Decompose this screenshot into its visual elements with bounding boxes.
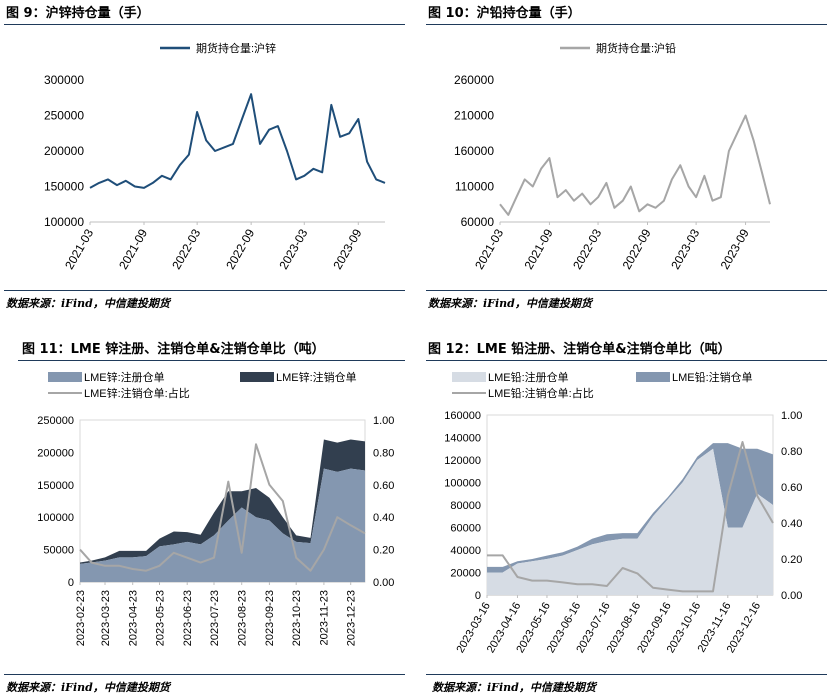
fig10-ytick-label: 260000 bbox=[454, 73, 494, 87]
fig12-ytick-label: 120000 bbox=[444, 455, 481, 467]
fig11-legend-swatch-cancel bbox=[240, 372, 274, 382]
fig9-ytick-label: 250000 bbox=[44, 109, 84, 123]
fig10-source: 数据来源：iFind，中信建投期货 bbox=[428, 297, 592, 310]
fig9-ytick-label: 150000 bbox=[44, 180, 84, 194]
fig12-legend-label: LME铅:注册仓单 bbox=[488, 370, 569, 384]
fig11-legend-swatch-registered bbox=[48, 372, 82, 382]
fig11-xtick-label: 2023-07-23 bbox=[209, 590, 221, 646]
fig11-xtick-label: 2023-03-23 bbox=[100, 590, 112, 646]
fig9-series-line bbox=[89, 93, 386, 189]
fig12-y2tick-label: 0.40 bbox=[781, 518, 802, 530]
fig11-xtick-label: 2023-08-23 bbox=[237, 590, 249, 646]
fig12-title-rule bbox=[426, 360, 827, 361]
fig11-legend-label: LME锌:注销仓单 bbox=[276, 370, 357, 384]
fig11-source: 数据来源：iFind，中信建投期货 bbox=[6, 681, 170, 694]
fig10-series-line bbox=[499, 114, 771, 216]
fig11-title-rule bbox=[18, 360, 405, 361]
fig11-ratio-line bbox=[79, 443, 366, 572]
fig11-area-cancel bbox=[80, 439, 365, 564]
fig10-title-rule bbox=[426, 24, 827, 25]
fig12-ytick-label: 20000 bbox=[450, 568, 481, 580]
fig12-area-registered bbox=[487, 448, 773, 595]
fig11-legend-label: LME锌:注册仓单 bbox=[84, 370, 165, 384]
fig9-title-rule bbox=[4, 24, 405, 25]
fig11-title: 图 11：LME 锌注册、注销仓单&注销仓单比（吨） bbox=[22, 342, 325, 357]
fig9-ytick-label: 300000 bbox=[44, 73, 84, 87]
fig11-ytick-label: 150000 bbox=[37, 480, 74, 492]
fig12-y2tick-label: 0.80 bbox=[781, 446, 802, 458]
fig12-ytick-label: 140000 bbox=[444, 433, 481, 445]
fig11-xtick-label: 2023-04-23 bbox=[128, 590, 140, 646]
fig12-legend-swatch-registered bbox=[452, 372, 486, 382]
fig11-xtick-label: 2023-10-23 bbox=[291, 590, 303, 646]
fig12-ytick-label: 60000 bbox=[450, 523, 481, 535]
fig11-xtick-label: 2023-06-23 bbox=[182, 590, 194, 646]
fig11-ytick-label: 200000 bbox=[37, 447, 74, 459]
fig11-y2tick-label: 0.20 bbox=[373, 545, 394, 557]
fig11-xtick-label: 2023-05-23 bbox=[154, 590, 166, 646]
fig11-y2tick-label: 0.80 bbox=[373, 447, 394, 459]
fig10-ytick-label: 60000 bbox=[461, 215, 495, 229]
fig10-title: 图 10：沪铅持仓量（手） bbox=[428, 6, 581, 21]
fig12-source-rule bbox=[426, 674, 827, 675]
fig9-source-rule bbox=[4, 290, 405, 291]
fig11-ytick-label: 250000 bbox=[37, 415, 74, 427]
fig12-y2tick-label: 0.20 bbox=[781, 554, 802, 566]
fig11-xtick-label: 2023-09-23 bbox=[264, 590, 276, 646]
fig12-ytick-label: 160000 bbox=[444, 410, 481, 422]
fig11-ytick-label: 50000 bbox=[43, 545, 74, 557]
fig9-ytick-label: 200000 bbox=[44, 144, 84, 158]
fig11-y2tick-label: 0.00 bbox=[373, 577, 394, 589]
fig11-y2tick-label: 0.60 bbox=[373, 480, 394, 492]
fig12-y2tick-label: 0.00 bbox=[781, 590, 802, 602]
fig12-source: 数据来源：iFind，中信建投期货 bbox=[432, 681, 596, 694]
fig12-ytick-label: 80000 bbox=[450, 500, 481, 512]
fig11-xtick-label: 2023-11-23 bbox=[319, 590, 331, 645]
fig10-ytick-label: 160000 bbox=[454, 144, 494, 158]
fig11-legend-label: LME锌:注销仓单:占比 bbox=[84, 386, 190, 400]
fig12-ratio-line bbox=[487, 441, 774, 593]
fig11-xtick-label: 2023-02-23 bbox=[75, 590, 87, 646]
fig9-legend-label: 期货持仓量:沪锌 bbox=[196, 41, 276, 55]
fig12-y2tick-label: 1.00 bbox=[781, 410, 802, 422]
fig12-title: 图 12：LME 铅注册、注销仓单&注销仓单比（吨） bbox=[428, 342, 731, 357]
fig11-y2tick-label: 0.40 bbox=[373, 512, 394, 524]
fig10-source-rule bbox=[426, 290, 827, 291]
fig12-legend-swatch-cancel bbox=[636, 372, 670, 382]
fig11-ytick-label: 100000 bbox=[37, 512, 74, 524]
fig11-source-rule bbox=[4, 674, 405, 675]
fig12-legend-label: LME铅:注销仓单 bbox=[672, 370, 753, 384]
fig10-ytick-label: 210000 bbox=[454, 109, 494, 123]
fig12-legend-label: LME铅:注销仓单:占比 bbox=[488, 386, 594, 400]
fig12-ytick-label: 0 bbox=[475, 590, 481, 602]
fig11-area-registered bbox=[80, 468, 365, 582]
fig11-xtick-label: 2023-12-23 bbox=[346, 590, 358, 646]
fig9-ytick-label: 100000 bbox=[44, 215, 84, 229]
fig9-title: 图 9：沪锌持仓量（手） bbox=[6, 6, 150, 21]
fig12-ytick-label: 100000 bbox=[444, 478, 481, 490]
fig9-source: 数据来源：iFind，中信建投期货 bbox=[6, 297, 170, 310]
fig11-y2tick-label: 1.00 bbox=[373, 415, 394, 427]
fig10-ytick-label: 110000 bbox=[455, 180, 494, 194]
fig12-ytick-label: 40000 bbox=[450, 545, 481, 557]
fig11-ytick-label: 0 bbox=[68, 577, 74, 589]
fig12-area-cancel bbox=[487, 443, 773, 573]
fig10-legend-label: 期货持仓量:沪铅 bbox=[596, 41, 676, 55]
fig12-y2tick-label: 0.60 bbox=[781, 482, 802, 494]
